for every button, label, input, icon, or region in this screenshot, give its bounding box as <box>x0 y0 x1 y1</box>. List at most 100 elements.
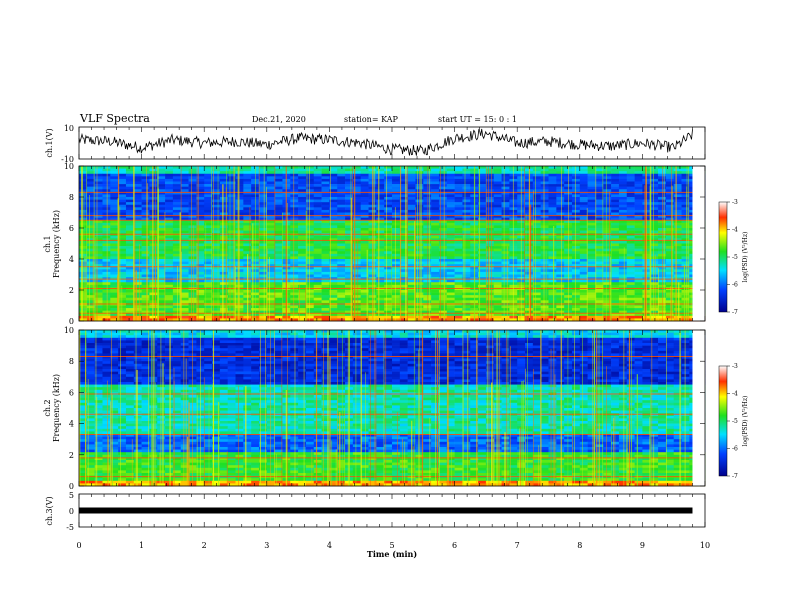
spectrogram-cell <box>579 318 588 322</box>
spectrogram-cell <box>556 261 565 265</box>
spectrogram-cell <box>658 259 667 262</box>
spectrogram-cell <box>376 279 385 283</box>
spectrogram-cell <box>438 318 448 322</box>
spectrogram-cell <box>532 261 541 265</box>
spectrogram-cell <box>352 284 362 288</box>
spectrogram-cell <box>79 238 88 242</box>
spectrogram-cell <box>141 181 150 185</box>
spectrogram-cell <box>618 300 628 304</box>
spectrogram-cell <box>337 209 346 213</box>
spectrogram-cell <box>626 181 635 185</box>
spectrogram-cell <box>376 251 385 255</box>
spectrogram-cell <box>79 189 88 193</box>
spectrogram-cell <box>79 217 88 221</box>
spectrogram-cell <box>227 261 236 265</box>
spectrogram-cell <box>603 178 612 182</box>
spectrogram-cell <box>423 295 432 299</box>
spectrogram-cell <box>478 228 487 231</box>
spectrogram-cell <box>665 243 675 247</box>
spectrogram-cell <box>407 261 416 265</box>
spectrogram-cell <box>196 305 205 309</box>
spectrogram-cell <box>501 271 510 275</box>
spectrogram-cell <box>110 217 119 221</box>
spectrogram-cell <box>118 171 127 175</box>
spectrogram-cell <box>196 295 205 299</box>
spectrogram-cell <box>564 297 573 301</box>
spectrogram-cell <box>493 202 502 206</box>
spectrogram-cell <box>618 197 628 200</box>
spectrogram-cell <box>321 253 330 257</box>
spectrogram-cell <box>219 168 228 172</box>
spectrogram-cell <box>587 266 596 270</box>
spectrogram-cell <box>658 315 667 319</box>
spectrogram-cell <box>266 271 275 275</box>
spectrogram-cell <box>392 238 401 242</box>
spectrogram-cell <box>548 253 557 257</box>
spectrogram-cell <box>634 181 643 185</box>
spectrogram-cell <box>564 178 573 182</box>
spectrogram-cell <box>658 207 667 211</box>
spectrogram-cell <box>556 292 565 296</box>
spectrogram-cell <box>665 176 675 180</box>
spectrogram-cell <box>658 186 667 190</box>
spectrogram-cell <box>658 202 667 206</box>
spectrogram-cell <box>258 184 268 187</box>
spectrogram-cell <box>79 300 88 304</box>
spectrogram-cell <box>532 256 541 260</box>
spectrogram-cell <box>579 178 588 182</box>
spectrogram-cell <box>79 274 88 278</box>
spectrogram-cell <box>133 315 142 319</box>
spectrogram-cell <box>673 297 682 301</box>
spectrogram-cell <box>204 305 213 309</box>
spectrogram-cell <box>180 171 189 175</box>
spectrogram-cell <box>423 171 432 175</box>
spectrogram-cell <box>298 305 307 309</box>
spectrogram-cell <box>360 171 369 175</box>
spectrogram-cell <box>86 305 95 309</box>
spectrogram-cell <box>298 228 307 231</box>
spectrogram-cell <box>94 271 103 275</box>
spectrogram-cell <box>485 240 495 244</box>
spectrogram-cell <box>392 305 401 309</box>
spectrogram-cell <box>274 168 283 172</box>
spectrogram-cell <box>298 235 307 239</box>
spectrogram-cell <box>564 207 573 211</box>
spectrogram-cell <box>165 228 174 231</box>
spectrogram-cell <box>399 204 408 208</box>
spectrogram-cell <box>219 310 228 314</box>
spectrogram-cell <box>172 207 182 211</box>
spectrogram-cell <box>219 186 228 190</box>
spectrogram-cell <box>618 251 628 255</box>
spectrogram-cell <box>204 238 213 242</box>
spectrogram-cell <box>298 248 307 252</box>
spectrogram-cell <box>556 222 565 226</box>
spectrogram-cell <box>650 168 659 172</box>
spectrogram-cell <box>337 166 346 169</box>
spectrogram-cell <box>204 315 213 319</box>
spectrogram-cell <box>618 217 628 221</box>
spectrogram-cell <box>274 253 283 257</box>
spectrogram-cell <box>501 279 510 283</box>
spectrogram-cell <box>673 225 682 229</box>
spectrogram-cell <box>243 204 252 208</box>
spectrogram-cell <box>540 238 549 242</box>
spectrogram-cell <box>196 220 205 224</box>
spectrogram-cell <box>399 178 408 182</box>
spectrogram-cell <box>125 274 135 278</box>
spectrogram-cell <box>79 308 88 311</box>
spectrogram-cell <box>579 240 588 244</box>
spectrogram-cell <box>305 181 315 185</box>
spectrogram-cell <box>587 313 596 317</box>
spectrogram-cell <box>493 297 502 301</box>
spectrogram-cell <box>227 310 236 314</box>
spectrogram-cell <box>180 266 189 270</box>
spectrogram-cell <box>665 197 675 200</box>
spectrogram-cell <box>352 197 362 200</box>
spectrogram-cell <box>556 215 565 218</box>
spectrogram-cell <box>133 282 142 286</box>
spectrogram-cell <box>86 202 95 206</box>
spectrogram-cell <box>172 176 182 180</box>
spectrogram-cell <box>204 228 213 231</box>
spectrogram-cell <box>266 246 275 249</box>
spectrogram-cell <box>650 215 659 218</box>
